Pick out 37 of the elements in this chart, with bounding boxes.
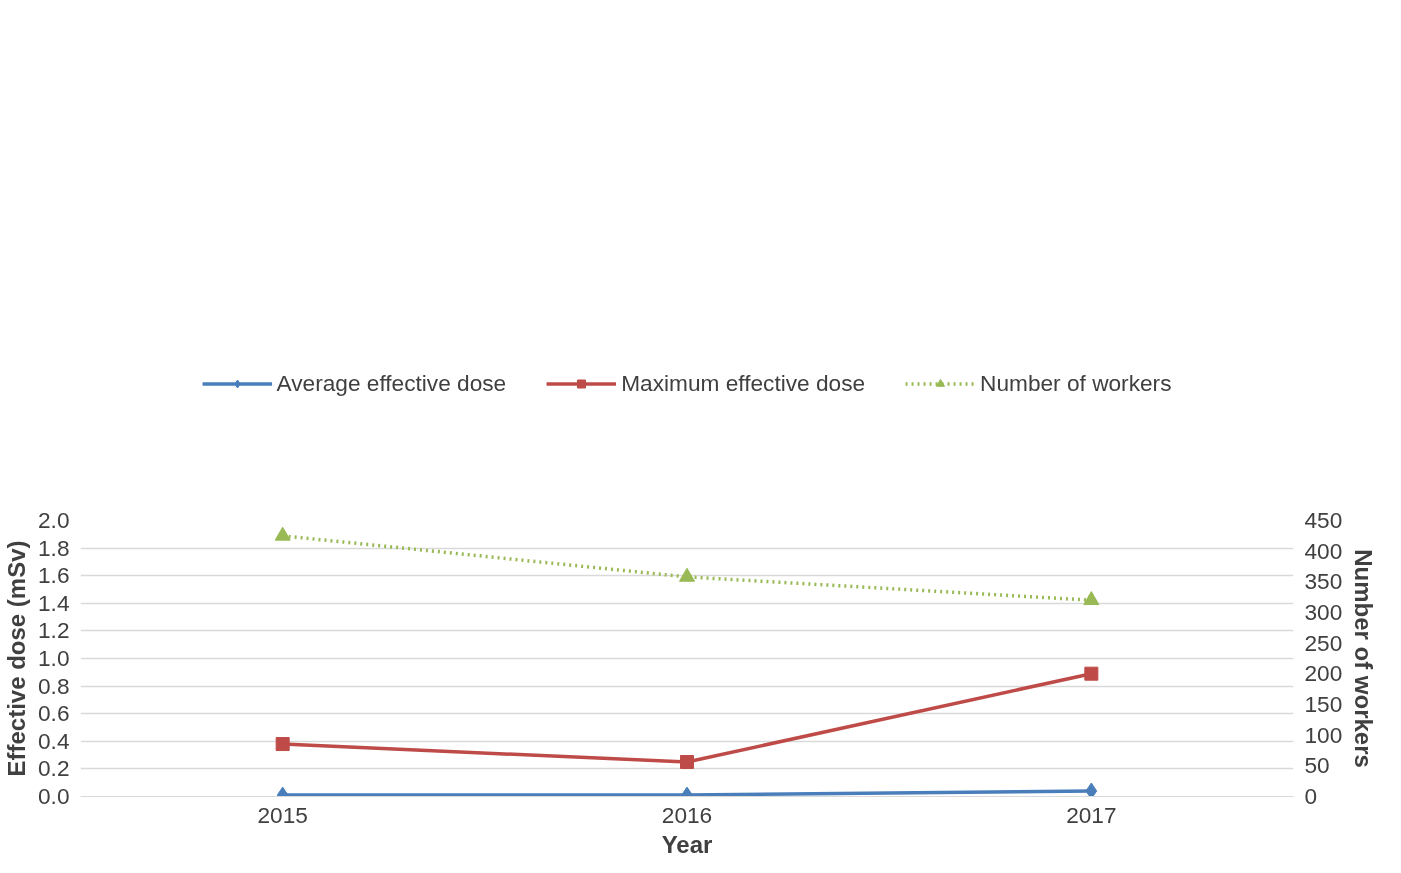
y-tick-label: 1.0 [38,645,70,671]
point [274,526,291,541]
y-tick-label: 1.4 [38,589,70,616]
x-axis-title: Year [661,830,713,858]
legend-label: Number of workers [980,369,1172,397]
y-tick-label: 0.2 [38,755,70,782]
legend-label: Average effective dose [276,369,507,397]
point [1085,782,1098,797]
y2-tick-label: 350 [1304,568,1343,595]
y2-tick-label: 450 [1304,507,1343,533]
y-tick-label: 0.0 [38,783,70,809]
y-axis-title: Effective dose (mSv) [3,540,30,777]
y2-tick-label: 100 [1304,721,1343,748]
y2-tick-label: 150 [1304,691,1343,717]
y2-tick-label: 250 [1304,629,1343,656]
x-tick-label: 2016 [661,801,713,828]
x-tick-label: 2017 [1066,801,1117,828]
point [680,755,694,769]
point [1083,591,1100,606]
y-tick-label: 1.8 [38,534,70,561]
point [1084,666,1099,681]
y-tick-label: 1.6 [38,562,70,589]
y-tick-label: 2.0 [38,507,70,533]
point [679,567,695,582]
y-tick-label: 0.6 [38,700,70,727]
y2-tick-label: 200 [1304,660,1343,687]
y2-tick-label: 0 [1304,783,1318,809]
y-tick-label: 0.8 [38,672,70,699]
y2-axis-title: Number of workers [1350,549,1378,768]
y2-tick-label: 300 [1304,599,1343,625]
legend-label: Maximum effective dose [621,369,866,397]
y2-tick-label: 400 [1304,537,1343,564]
point [275,737,290,752]
y2-tick-label: 50 [1304,752,1330,779]
y-tick-label: 0.4 [38,727,70,754]
x-tick-label: 2015 [257,801,308,828]
y-tick-label: 1.2 [38,617,70,644]
